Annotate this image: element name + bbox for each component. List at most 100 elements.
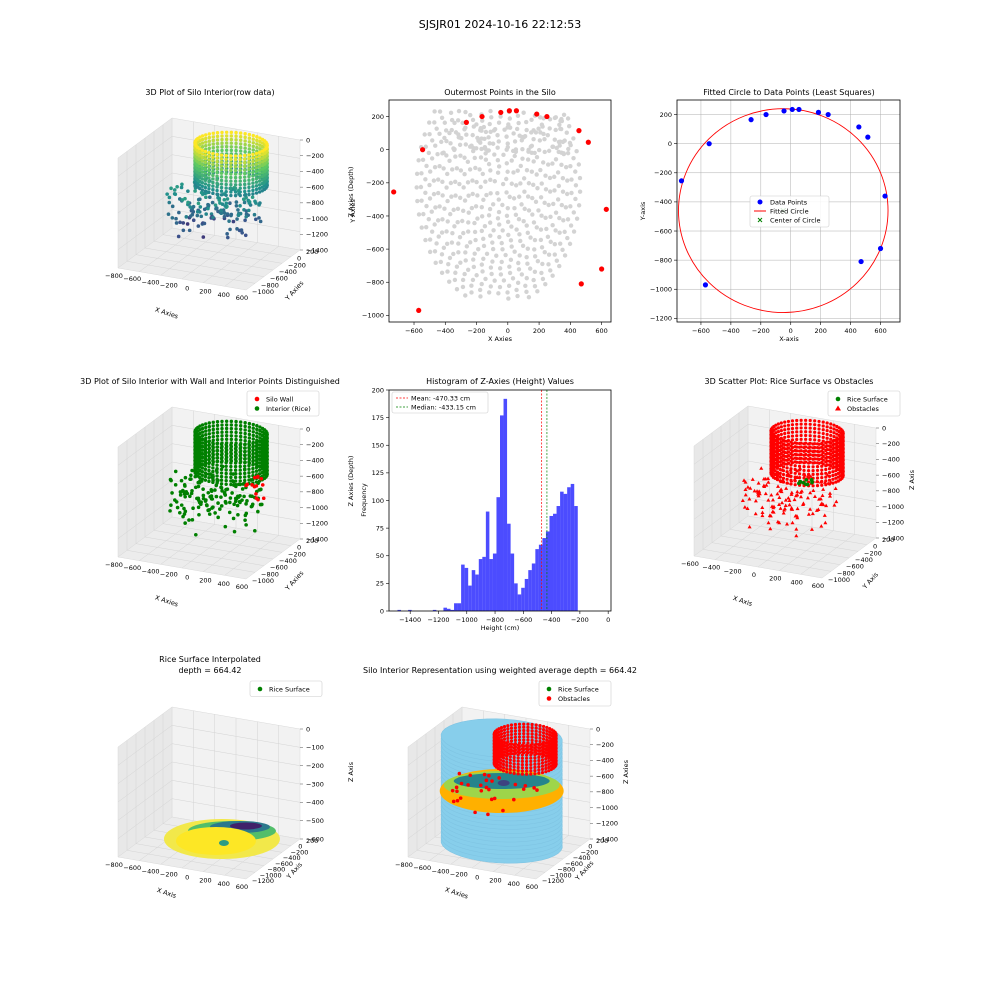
obstacle-point (793, 448, 797, 453)
interior-point (255, 434, 259, 439)
interior-point (504, 213, 510, 219)
interior-point (198, 468, 202, 473)
interior-point (552, 174, 557, 180)
data-point (224, 161, 228, 165)
interior-point (492, 179, 498, 184)
histogram-bar (510, 553, 515, 611)
interior-point (238, 446, 242, 451)
interior-point (203, 474, 208, 479)
data-point (215, 149, 220, 153)
obstacle-point (499, 752, 503, 756)
data-point (229, 154, 233, 158)
histogram-bar (408, 609, 412, 611)
y-tick-label: −200 (654, 169, 672, 177)
obstacle-point (799, 433, 803, 438)
data-point (202, 207, 207, 212)
obstacle-point (533, 743, 537, 747)
histogram-bar (563, 493, 568, 611)
obstacle-point (783, 431, 787, 436)
interior-point (507, 264, 512, 269)
data-point (199, 190, 204, 195)
interior-point (475, 216, 480, 221)
interior-point (238, 468, 242, 472)
interior-point (522, 206, 527, 212)
obstacle-point (785, 451, 789, 455)
data-point (254, 166, 259, 170)
obstacle-point (766, 476, 771, 480)
data-point (229, 193, 233, 198)
data-point (234, 148, 238, 153)
obstacle-point (785, 447, 789, 451)
obstacle-point (827, 463, 832, 467)
interior-point (238, 493, 242, 498)
interior-point (497, 234, 502, 240)
interior-point (569, 190, 574, 196)
legend-label: Rice Surface (558, 685, 599, 693)
data-point (220, 145, 224, 149)
obstacle-point (820, 493, 825, 498)
y-tick-label: −600 (275, 860, 293, 868)
obstacle-point (533, 746, 537, 750)
interior-point (545, 162, 551, 167)
interior-point (463, 293, 468, 298)
y-tick-label: −1000 (828, 576, 850, 584)
interior-point (553, 115, 559, 120)
interior-point (449, 240, 455, 245)
data-point (242, 197, 246, 202)
interior-point (544, 226, 549, 232)
interior-point (480, 171, 486, 177)
data-point (187, 228, 192, 233)
interior-point (515, 168, 520, 173)
interior-point (499, 259, 504, 265)
y-tick-label: −800 (366, 279, 384, 287)
histogram-bar (478, 559, 483, 611)
obstacle-point (790, 438, 795, 442)
interior-point (442, 135, 447, 141)
interior-point (484, 251, 490, 256)
interior-point (492, 152, 497, 157)
obstacle-point (466, 783, 470, 787)
x-tick-label: −200 (160, 870, 178, 878)
interior-point (525, 246, 531, 251)
interior-point (533, 130, 539, 135)
interior-point (474, 273, 479, 278)
obstacle-point (775, 462, 780, 467)
obstacle-point (773, 461, 777, 465)
interior-point (490, 202, 496, 207)
obstacle-point (770, 509, 775, 514)
data-point (198, 147, 202, 151)
y-tick-label: −400 (279, 268, 297, 276)
data-point (238, 142, 243, 146)
z-tick-label: −1200 (306, 520, 328, 528)
interior-point (483, 276, 488, 282)
interior-point (229, 443, 233, 447)
interior-point (200, 423, 205, 427)
obstacle-point (529, 743, 533, 748)
obstacle-point (537, 755, 541, 759)
obstacle-point (811, 488, 816, 493)
obstacle-point (789, 444, 793, 448)
data-point (201, 235, 206, 239)
interior-point (546, 202, 551, 208)
obstacle-point (813, 438, 817, 442)
interior-point (495, 216, 501, 221)
interior-point (182, 482, 187, 487)
data-point (198, 158, 202, 162)
interior-point (452, 120, 457, 126)
z-tick-label: −1000 (882, 503, 904, 511)
obstacle-point (766, 498, 771, 502)
data-point (175, 184, 179, 189)
interior-point (215, 438, 220, 442)
obstacle-point (501, 756, 506, 760)
data-point (255, 138, 259, 143)
interior-point (567, 241, 573, 247)
legend-box (246, 390, 320, 417)
data-point (253, 217, 258, 222)
obstacle-point (548, 733, 552, 737)
interior-point (439, 115, 445, 120)
data-point (203, 171, 208, 175)
obstacle-point (797, 449, 802, 453)
interior-point (238, 443, 242, 447)
obstacle-point (505, 757, 509, 761)
interior-point (486, 213, 492, 218)
